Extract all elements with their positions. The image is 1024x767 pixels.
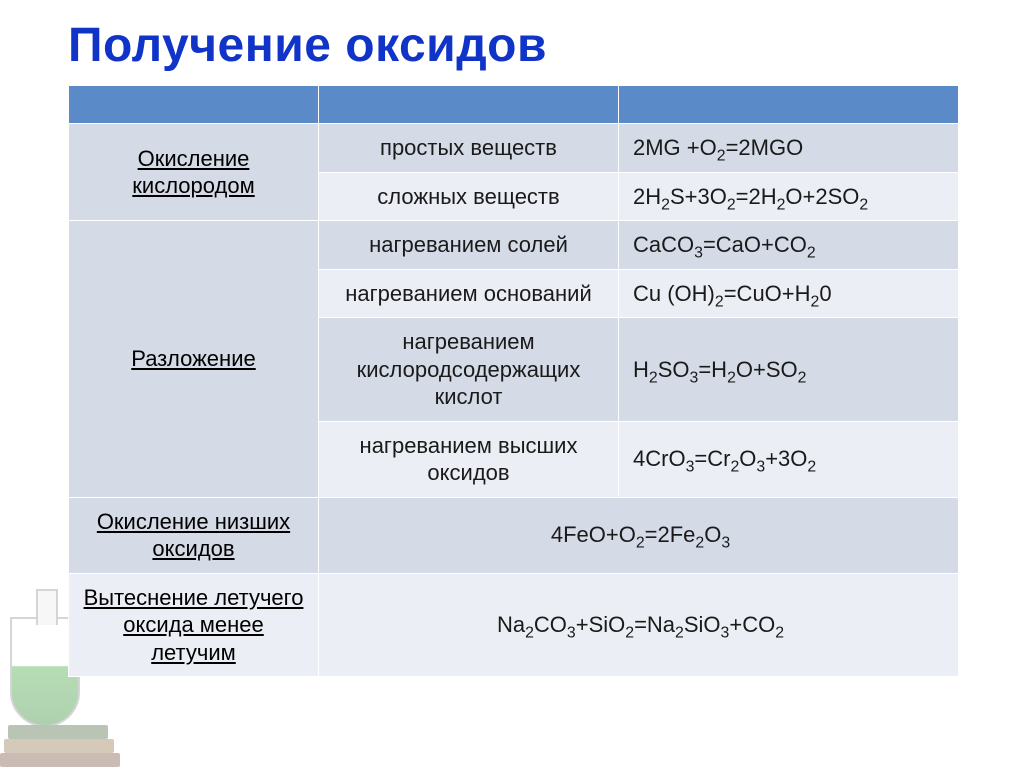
subtype-cell: нагреванием высших оксидов xyxy=(319,421,619,497)
page-title: Получение оксидов xyxy=(68,18,990,73)
books-icon xyxy=(0,717,120,767)
table-row: Окисление кислородом простых веществ 2MG… xyxy=(69,124,959,173)
header-cell xyxy=(319,86,619,124)
table-row: Окисление низших оксидов 4FeO+O2=2Fe2O3 xyxy=(69,497,959,573)
table-row: Разложение нагреванием солей CaCO3=CaO+C… xyxy=(69,221,959,270)
subtype-cell: сложных веществ xyxy=(319,172,619,221)
subtype-cell: нагреванием оснований xyxy=(319,269,619,318)
method-cell: Окисление низших оксидов xyxy=(69,497,319,573)
header-cell xyxy=(69,86,319,124)
equation-cell: H2SO3=H2O+SO2 xyxy=(619,318,959,422)
subtype-cell: простых веществ xyxy=(319,124,619,173)
method-cell: Вытеснение летучего оксида менее летучим xyxy=(69,573,319,677)
equation-cell: 2H2S+3O2=2H2O+2SO2 xyxy=(619,172,959,221)
equation-cell: Cu (OH)2=CuO+H20 xyxy=(619,269,959,318)
method-cell: Окисление кислородом xyxy=(69,124,319,221)
equation-cell: Na2CO3+SiO2=Na2SiO3+CO2 xyxy=(319,573,959,677)
equation-cell: 4CrO3=Cr2O3+3O2 xyxy=(619,421,959,497)
table-row: Вытеснение летучего оксида менее летучим… xyxy=(69,573,959,677)
equation-cell: 4FeO+O2=2Fe2O3 xyxy=(319,497,959,573)
header-cell xyxy=(619,86,959,124)
subtype-cell: нагреванием кислородсодержащих кислот xyxy=(319,318,619,422)
oxides-table: Окисление кислородом простых веществ 2MG… xyxy=(68,85,959,677)
method-cell: Разложение xyxy=(69,221,319,498)
equation-cell: CaCO3=CaO+CO2 xyxy=(619,221,959,270)
slide-content: Получение оксидов Окисление кислородом п… xyxy=(0,0,1024,677)
subtype-cell: нагреванием солей xyxy=(319,221,619,270)
equation-cell: 2MG +O2=2MGO xyxy=(619,124,959,173)
table-header-row xyxy=(69,86,959,124)
